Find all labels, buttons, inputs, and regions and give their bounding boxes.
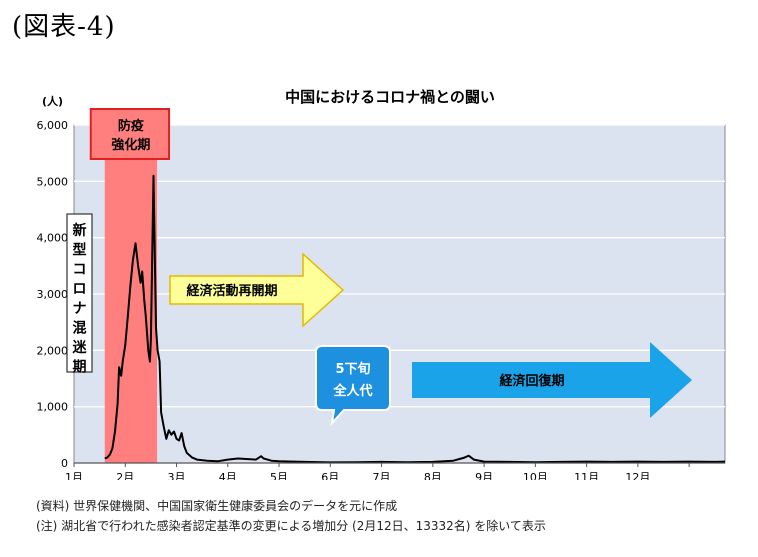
chart-container: 中国におけるコロナ禍との闘い (人) 防疫強化期 0 1,000 2,000 3,00… (20, 80, 740, 484)
vertical-box-char: 期 (73, 360, 87, 376)
x-tick-label: 3月 (168, 471, 186, 480)
band-rect (104, 125, 158, 463)
vertical-box-char: 新 (73, 222, 87, 239)
series-line (104, 174, 726, 464)
x-tick-label: 4月 (219, 471, 237, 480)
y-tick-label: 6,000 (37, 119, 69, 132)
band-label-line2: 強化期 (111, 137, 150, 153)
vertical-box-char: ナ (73, 301, 87, 317)
vertical-box (66, 213, 93, 373)
x-tick-label: 9月 (475, 471, 493, 480)
y-tick-label: 2,000 (37, 344, 69, 357)
y-axis-unit: (人) (42, 94, 63, 108)
yellow-arrow (169, 252, 345, 328)
x-tick-label: 5月 (270, 471, 288, 480)
blue-arrow (412, 342, 692, 418)
y-tick-label: 0 (61, 457, 68, 470)
y-tick-label: 5,000 (37, 175, 69, 188)
notes: (資料) 世界保健機関、中国国家衛生健康委員会のデータを元に作成 (注) 湖北省… (36, 496, 546, 536)
y-tick-label: 1,000 (37, 401, 69, 414)
yellow-arrow-label: 経済活動再開期 (186, 283, 277, 299)
band-label-box (89, 108, 171, 160)
x-tick-label: 7月 (373, 471, 391, 480)
axes: 0 1,000 2,000 3,000 4,000 5,000 6,000 1月 2月 3月 4月 5… (37, 119, 725, 484)
y-tick-label: 4,000 (37, 232, 69, 245)
figure-label: (図表-4) (12, 12, 116, 42)
x-tick-label: 12月 (625, 471, 650, 480)
note-remark: (注) 湖北省で行われた感染者認定基準の変更による増加分 (2月12日、1333… (36, 519, 546, 533)
series-layer (104, 174, 726, 464)
vertical-box-char: 迷 (72, 339, 88, 356)
callout-bubble (315, 345, 391, 427)
x-tick-label: 8月 (424, 471, 442, 480)
y-tick-label: 3,000 (37, 288, 69, 301)
blue-arrow-label: 経済回復期 (499, 373, 564, 389)
callout-line1: 5下旬 (335, 361, 370, 377)
x-tick-label: 1月 (65, 471, 83, 480)
vertical-box-char: 混 (73, 321, 87, 337)
x-tick-label: 2月 (116, 471, 134, 480)
chart-title: 中国におけるコロナ禍との闘い (285, 88, 495, 106)
x-tick-label: 11月 (574, 471, 599, 480)
vertical-box-char: 型 (73, 242, 87, 259)
vertical-box-char: コ (73, 262, 87, 278)
x-tick-label: 10月 (523, 471, 548, 480)
x-tick-label: 6月 (321, 471, 339, 480)
callout-line2: 全人代 (332, 383, 372, 399)
band-label-line1: 防疫 (118, 118, 144, 134)
vertical-box-char: ロ (73, 282, 87, 298)
note-source: (資料) 世界保健機関、中国国家衛生健康委員会のデータを元に作成 (36, 499, 398, 513)
